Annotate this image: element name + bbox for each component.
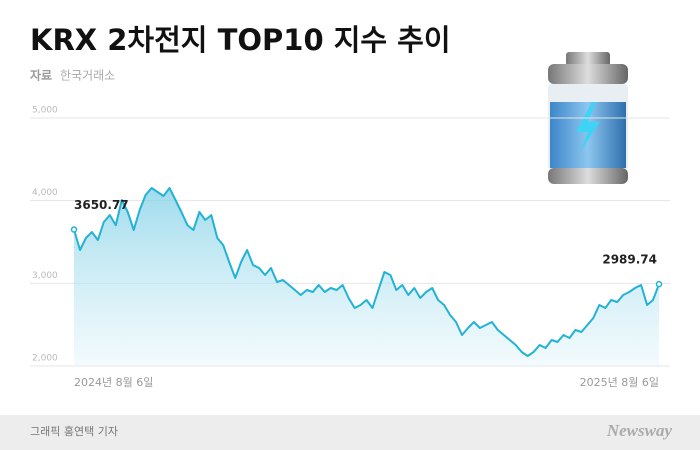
- footer-bar: [0, 415, 700, 450]
- area: [74, 188, 659, 366]
- battery-icon: [548, 52, 628, 184]
- y-tick-label: 2,000: [32, 354, 58, 364]
- value-label: 2989.74: [602, 253, 657, 267]
- line: [73, 187, 660, 357]
- value-label: 3650.77: [74, 198, 129, 212]
- x-tick-label: 2025년 8월 6일: [580, 375, 659, 389]
- logo: Newsway: [606, 421, 673, 440]
- x-tick-label: 2024년 8월 6일: [74, 375, 153, 389]
- chart-title: KRX 2차전지 TOP10 지수 추이: [30, 23, 451, 57]
- source: 한국거래소: [60, 69, 115, 83]
- end-marker: [655, 280, 663, 288]
- y-tick-label: 3,000: [32, 271, 58, 281]
- y-tick-label: 5,000: [32, 106, 58, 116]
- end-marker: [70, 226, 78, 233]
- y-tick-label: 4,000: [32, 188, 58, 198]
- credit: 그래픽 홍연택 기자: [30, 424, 118, 438]
- source-label: 자료: [30, 68, 52, 83]
